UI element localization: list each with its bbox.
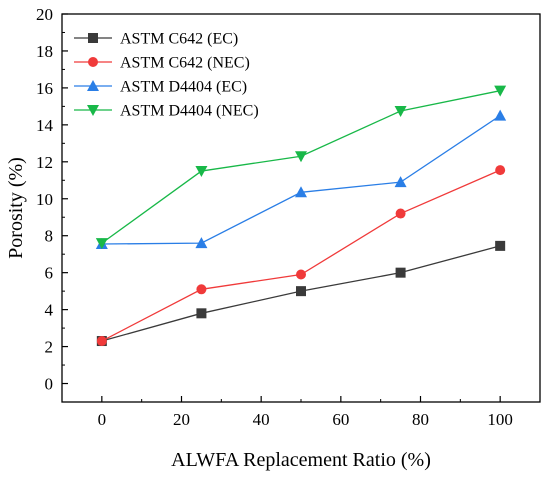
y-tick-label: 10 bbox=[36, 190, 53, 209]
data-point bbox=[196, 308, 207, 319]
data-point bbox=[196, 284, 207, 295]
y-tick-label: 18 bbox=[36, 42, 53, 61]
data-point bbox=[195, 237, 208, 249]
plot-frame bbox=[61, 13, 541, 403]
legend-label: ASTM D4404 (NEC) bbox=[120, 103, 259, 120]
x-tick-label: 40 bbox=[253, 410, 270, 429]
legend-label: ASTM C642 (NEC) bbox=[120, 55, 250, 72]
axes-group: 0 2 4 6 8 10 12 14 16 18 20 0 20 40 60 80 100 bbox=[36, 5, 541, 429]
data-point bbox=[296, 269, 306, 280]
legend-marker bbox=[88, 57, 98, 67]
y-tick-label: 2 bbox=[45, 338, 54, 357]
data-point bbox=[95, 238, 108, 250]
data-point bbox=[394, 106, 407, 117]
y-tick-label: 0 bbox=[45, 375, 54, 394]
legend-label: ASTM D4404 (EC) bbox=[120, 79, 247, 96]
x-tick-label: 80 bbox=[412, 410, 429, 429]
y-tick-label: 16 bbox=[36, 79, 53, 98]
y-tick-label: 4 bbox=[45, 301, 54, 320]
y-tick-label: 6 bbox=[45, 264, 54, 283]
data-point bbox=[494, 109, 507, 121]
legend-label: ASTM C642 (EC) bbox=[120, 31, 238, 48]
data-point bbox=[195, 166, 208, 178]
x-tick-label: 0 bbox=[98, 410, 107, 429]
data-point bbox=[96, 336, 107, 347]
data-point bbox=[394, 176, 407, 188]
y-tick-label: 20 bbox=[36, 5, 53, 24]
x-tick-label: 60 bbox=[332, 410, 349, 429]
legend-marker bbox=[87, 105, 99, 116]
data-point bbox=[295, 186, 307, 198]
series-group bbox=[95, 85, 507, 347]
data-point bbox=[495, 165, 506, 176]
x-tick-label: 100 bbox=[487, 410, 513, 429]
series-line-3 bbox=[101, 115, 501, 245]
y-tick-label: 8 bbox=[45, 227, 54, 246]
data-point bbox=[395, 208, 406, 219]
data-point bbox=[395, 267, 406, 278]
data-point bbox=[495, 240, 506, 251]
data-point bbox=[295, 151, 307, 163]
x-axis-title: ALWFA Replacement Ratio (%) bbox=[171, 449, 431, 471]
legend-marker bbox=[87, 80, 99, 91]
y-tick-label: 12 bbox=[36, 153, 53, 172]
data-point bbox=[494, 85, 507, 97]
x-tick-label: 20 bbox=[173, 410, 190, 429]
legend-marker bbox=[88, 33, 98, 43]
y-tick-label: 14 bbox=[36, 116, 54, 135]
y-axis-title: Porosity (%) bbox=[5, 157, 27, 259]
data-point bbox=[296, 286, 306, 297]
legend: ASTM C642 (EC) ASTM C642 (NEC) ASTM D4404 … bbox=[74, 31, 259, 120]
